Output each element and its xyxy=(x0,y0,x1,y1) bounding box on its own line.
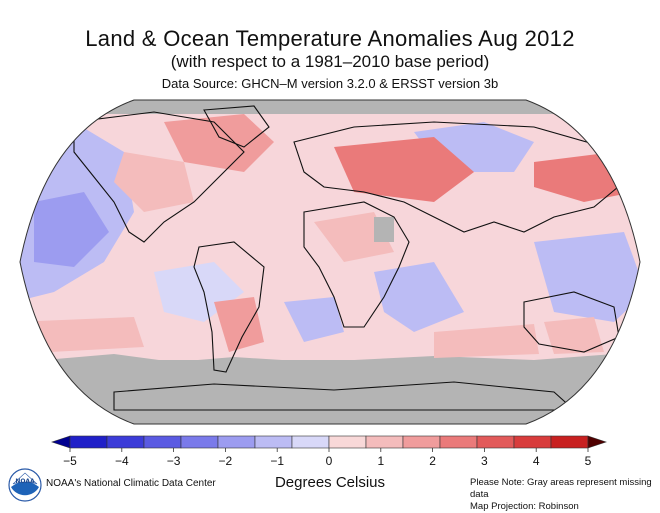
scale-tick-label: 2 xyxy=(429,454,436,468)
scale-tick-label: 4 xyxy=(533,454,540,468)
scale-cell xyxy=(254,435,293,449)
australia-outline xyxy=(523,291,620,353)
scale-cell xyxy=(476,435,515,449)
scale-tick-label: 3 xyxy=(481,454,488,468)
scale-tick-label: 5 xyxy=(585,454,592,468)
scale-units-label: Degrees Celsius xyxy=(274,474,386,491)
globe-outline xyxy=(19,99,641,425)
scale-cell xyxy=(402,435,441,449)
scale-cell xyxy=(365,435,404,449)
warm-region-south-indian xyxy=(434,324,539,358)
map-notes: Please Note: Gray areas represent missin… xyxy=(470,477,660,513)
scale-cell xyxy=(291,435,330,449)
scale-cell xyxy=(106,435,145,449)
cool-region-north-pacific xyxy=(34,192,109,267)
scale-tick-label: −1 xyxy=(270,454,284,468)
cool-region-west-pacific xyxy=(534,232,640,322)
scale-cell xyxy=(328,435,367,449)
scale-cell xyxy=(69,435,108,449)
data-source-text: Data Source: GHCN–M version 3.2.0 & ERSS… xyxy=(161,76,499,91)
color-scale: −5 −4 −3 −2 −1 0 1 2 3 4 5 xyxy=(51,435,607,468)
eurasia-outline xyxy=(293,121,625,233)
noaa-logo-icon: NOAA xyxy=(8,468,42,502)
north-america-outline xyxy=(73,111,245,243)
scale-cell xyxy=(217,435,256,449)
scale-tick-label: 0 xyxy=(326,454,333,468)
map-title: Land & Ocean Temperature Anomalies Aug 2… xyxy=(85,26,575,51)
scale-high-cap xyxy=(587,435,607,449)
scale-tick-label: −4 xyxy=(115,454,129,468)
scale-cell xyxy=(439,435,478,449)
africa-outline xyxy=(303,201,410,328)
warm-region-greenland xyxy=(164,114,274,172)
scale-cell xyxy=(550,435,589,449)
warm-region-south-america xyxy=(214,297,264,352)
scale-tick-label: 1 xyxy=(377,454,384,468)
scale-tick-label: −3 xyxy=(167,454,181,468)
map-subtitle: (with respect to a 1981–2010 base period… xyxy=(170,52,490,71)
world-anomaly-map xyxy=(19,99,641,425)
greenland-outline xyxy=(203,105,270,148)
missing-data-central-africa xyxy=(374,217,394,242)
scale-low-cap xyxy=(51,435,71,449)
scale-cell xyxy=(180,435,219,449)
cool-region-south-atlantic xyxy=(284,297,344,342)
missing-data-note: Please Note: Gray areas represent missin… xyxy=(470,477,652,500)
projection-note: Map Projection: Robinson xyxy=(470,501,579,512)
missing-data-arctic xyxy=(20,100,640,114)
scale-tick-label: −5 xyxy=(63,454,77,468)
warm-region-australia-south xyxy=(544,317,604,354)
missing-data-antarctic xyxy=(20,360,640,424)
antarctica-outline xyxy=(113,381,576,411)
missing-data-southern-ocean xyxy=(20,354,640,368)
organization-credit: NOAA's National Climatic Data Center xyxy=(46,478,216,489)
scale-cell xyxy=(513,435,552,449)
south-america-outline xyxy=(193,241,265,373)
cool-region-indian-ocean xyxy=(374,262,464,332)
scale-tick-label: −2 xyxy=(219,454,233,468)
scale-cell xyxy=(143,435,182,449)
logo-lettering: NOAA xyxy=(15,478,35,485)
warm-region-eastern-europe xyxy=(334,137,474,202)
warm-region-north-america xyxy=(114,152,194,212)
